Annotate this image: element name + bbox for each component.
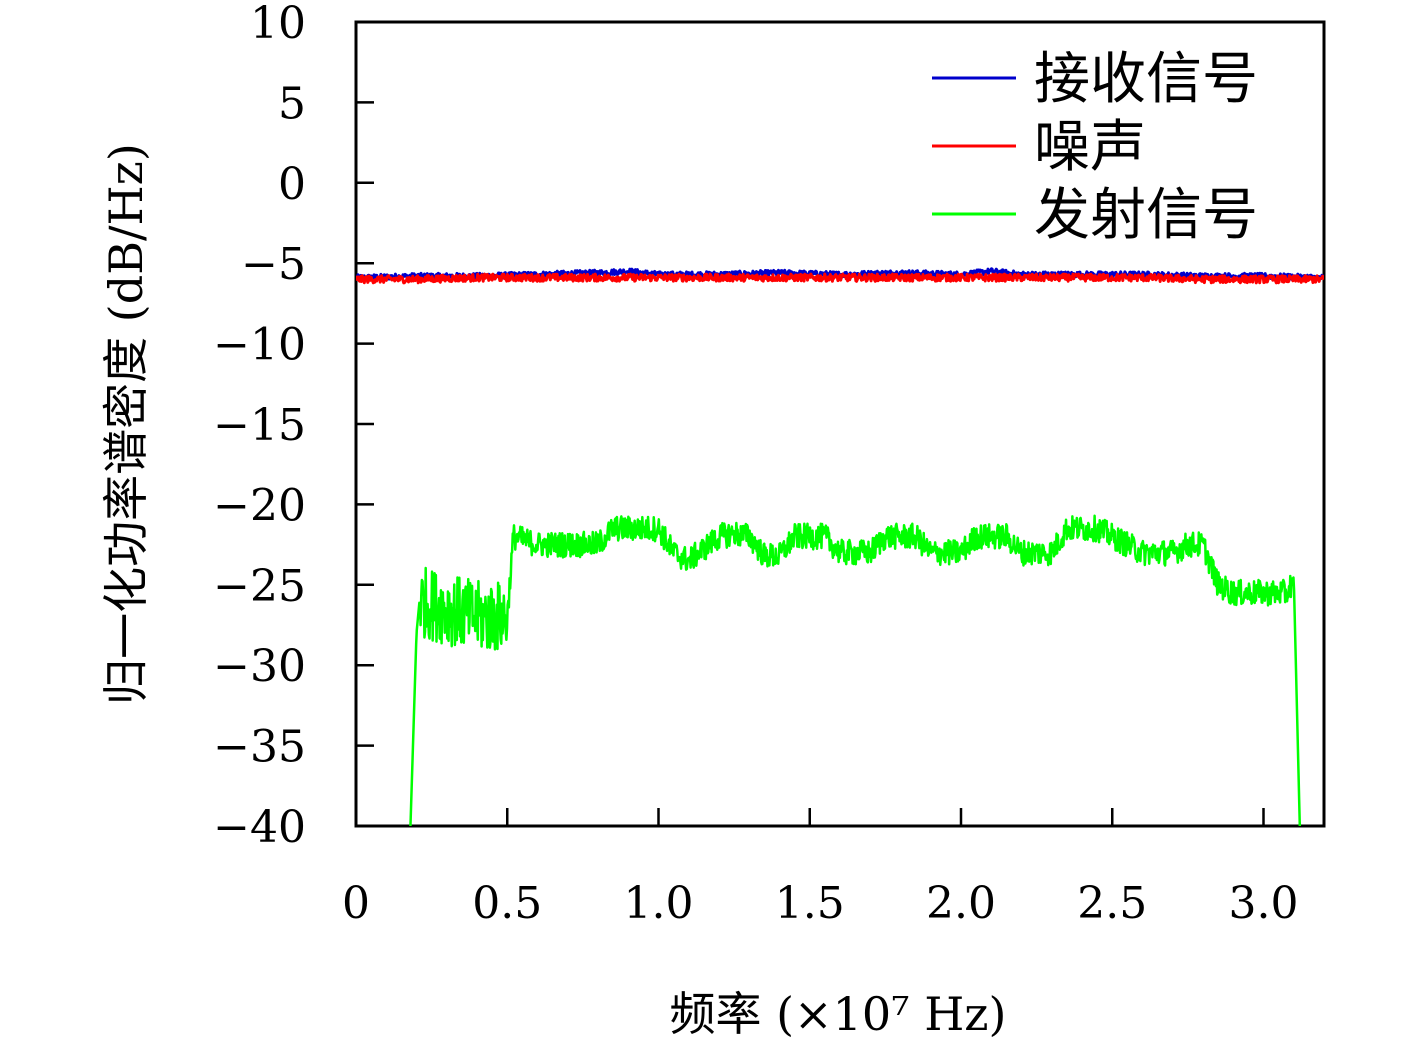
plot-frame xyxy=(354,20,1326,828)
y-tick-label: 10 xyxy=(250,0,306,49)
y-tick-label: −35 xyxy=(213,722,306,773)
x-tick-label: 0 xyxy=(342,878,370,929)
x-tick-label: 2.5 xyxy=(1077,878,1147,929)
y-tick-label: −15 xyxy=(213,400,306,451)
series-line-2 xyxy=(356,272,1324,285)
tick-labels: 0 0.5 1.0 1.5 2.0 2.5 3.0 10 5 0 −5 −10 −15 −20 −25 −30… xyxy=(213,0,1298,929)
y-tick-label: −10 xyxy=(213,320,306,371)
y-tick-label: −5 xyxy=(241,239,306,290)
x-tick-label: 1.0 xyxy=(624,878,694,929)
legend-label: 发射信号 xyxy=(1034,183,1258,248)
series-line-3 xyxy=(409,514,1302,826)
y-tick-label: −25 xyxy=(213,561,306,612)
series-layer xyxy=(356,267,1324,826)
x-axis-title: 频率 (×10⁷ Hz) xyxy=(669,987,1006,1041)
y-tick-label: 0 xyxy=(278,159,306,210)
y-tick-label: −40 xyxy=(213,802,306,853)
x-tick-label: 0.5 xyxy=(472,878,542,929)
x-tick-label: 3.0 xyxy=(1229,878,1299,929)
legend-label: 接收信号 xyxy=(1034,47,1258,112)
x-tick-label: 2.0 xyxy=(926,878,996,929)
y-tick-label: 5 xyxy=(278,78,306,129)
x-tick-label: 1.5 xyxy=(775,878,845,929)
y-tick-label: −30 xyxy=(213,641,306,692)
axis-ticks xyxy=(354,20,1265,828)
y-axis-title: 归一化功率谱密度 (dB/Hz) xyxy=(99,143,153,705)
y-tick-label: −20 xyxy=(213,480,306,531)
legend-label: 噪声 xyxy=(1034,115,1146,180)
